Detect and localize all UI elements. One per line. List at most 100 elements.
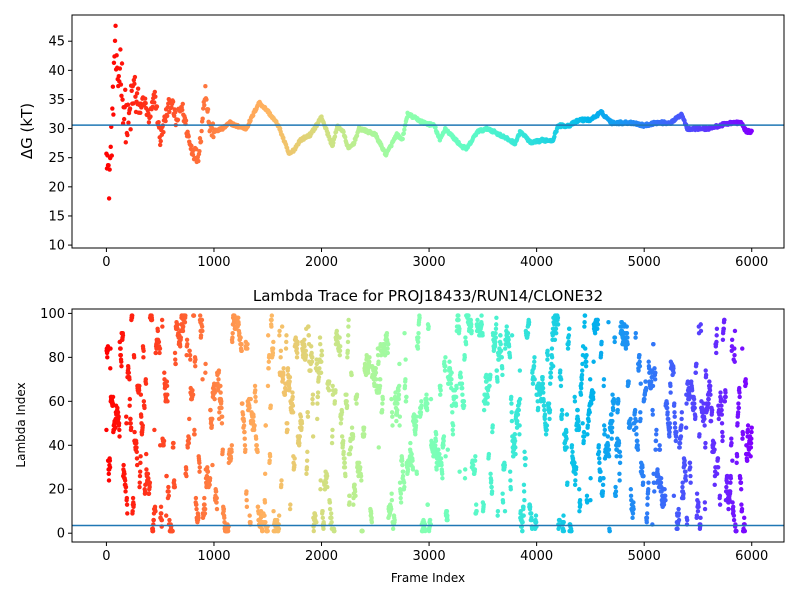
lambda-point <box>402 330 407 336</box>
lambda-point <box>718 390 723 395</box>
delta-g-point <box>163 118 168 124</box>
lambda-point <box>242 436 247 441</box>
lambda-point <box>329 440 335 446</box>
delta-g-point <box>127 106 133 111</box>
lambda-point <box>433 443 438 448</box>
lambda-point <box>269 313 275 318</box>
lambda-point <box>653 370 658 375</box>
lambda-point <box>749 436 754 441</box>
lambda-point <box>671 370 676 375</box>
lambda-point <box>558 368 563 373</box>
lambda-point <box>248 396 253 402</box>
lambda-point <box>207 476 213 481</box>
lambda-point <box>418 410 424 415</box>
lambda-point <box>281 366 286 371</box>
lambda-point <box>424 392 429 397</box>
lambda-point <box>694 361 699 367</box>
delta-g-y-tick-label: 30 <box>48 122 65 137</box>
lambda-point <box>481 407 487 413</box>
lambda-point <box>515 418 520 424</box>
lambda-point <box>400 462 405 468</box>
lambda-point <box>276 526 282 532</box>
lambda-point <box>448 381 454 386</box>
lambda-point <box>738 476 743 481</box>
lambda-point <box>438 456 444 461</box>
lambda-point <box>155 328 161 334</box>
lambda-point <box>688 473 693 479</box>
lambda-point <box>723 390 728 395</box>
lambda-point <box>279 324 285 329</box>
lambda-point <box>693 414 698 419</box>
lambda-point <box>137 480 142 485</box>
lambda-point <box>734 528 739 534</box>
lambda-point <box>270 346 276 351</box>
lambda-point <box>703 445 708 450</box>
lambda-point <box>672 410 677 415</box>
lambda-point <box>337 352 343 358</box>
delta-g-point <box>118 47 123 52</box>
delta-g-x-tick-label: 2000 <box>305 255 338 270</box>
lambda-point <box>569 443 575 448</box>
lambda-point <box>443 454 448 459</box>
lambda-point <box>377 383 383 389</box>
lambda-point <box>570 449 575 455</box>
lambda-point <box>255 504 261 510</box>
lambda-point <box>184 467 189 472</box>
lambda-point <box>319 348 324 353</box>
lambda-point <box>268 403 273 408</box>
delta-g-y-tick-label: 15 <box>48 209 65 224</box>
lambda-point <box>517 423 522 428</box>
lambda-point <box>500 372 505 378</box>
lambda-point <box>164 473 169 479</box>
lambda-point <box>644 515 650 521</box>
lambda-point <box>617 449 623 455</box>
lambda-point <box>327 506 333 512</box>
lambda-point <box>475 317 480 323</box>
lambda-axes-frame <box>71 308 785 543</box>
lambda-point <box>205 469 211 474</box>
delta-g-point <box>156 119 161 125</box>
delta-g-point <box>400 136 405 142</box>
lambda-point <box>305 414 311 419</box>
lambda-point <box>668 390 673 395</box>
lambda-point <box>552 337 558 342</box>
lambda-point <box>416 335 421 340</box>
lambda-point <box>591 396 596 402</box>
lambda-point <box>602 427 608 433</box>
lambda-point <box>601 383 606 389</box>
lambda-point <box>310 355 315 360</box>
lambda-point <box>436 447 441 452</box>
lambda-point <box>229 449 234 455</box>
lambda-point <box>748 454 753 459</box>
lambda-point <box>653 447 658 452</box>
lambda-point <box>144 451 149 457</box>
lambda-point <box>658 476 664 481</box>
lambda-point <box>444 509 450 514</box>
lambda-point <box>450 427 455 433</box>
delta-g-point <box>132 74 138 80</box>
lambda-point <box>453 394 459 400</box>
lambda-point <box>582 324 587 329</box>
lambda-point <box>665 410 670 415</box>
lambda-point <box>584 500 590 505</box>
lambda-point <box>262 471 268 477</box>
lambda-point <box>329 511 334 516</box>
lambda-point <box>326 388 332 393</box>
lambda-point <box>489 489 495 494</box>
lambda-point <box>419 403 424 408</box>
lambda-point <box>717 502 723 507</box>
lambda-point <box>612 399 617 404</box>
lambda-point <box>380 396 386 402</box>
lambda-point <box>136 388 142 393</box>
lambda-point <box>186 440 192 446</box>
lambda-point <box>667 434 672 439</box>
lambda-point <box>309 359 315 364</box>
lambda-point <box>395 401 400 406</box>
lambda-point <box>702 416 707 422</box>
lambda-point <box>337 348 343 353</box>
delta-g-point <box>142 96 148 101</box>
lambda-point <box>220 447 225 452</box>
lambda-point <box>653 438 659 444</box>
lambda-point <box>390 423 395 428</box>
lambda-point <box>677 445 682 450</box>
